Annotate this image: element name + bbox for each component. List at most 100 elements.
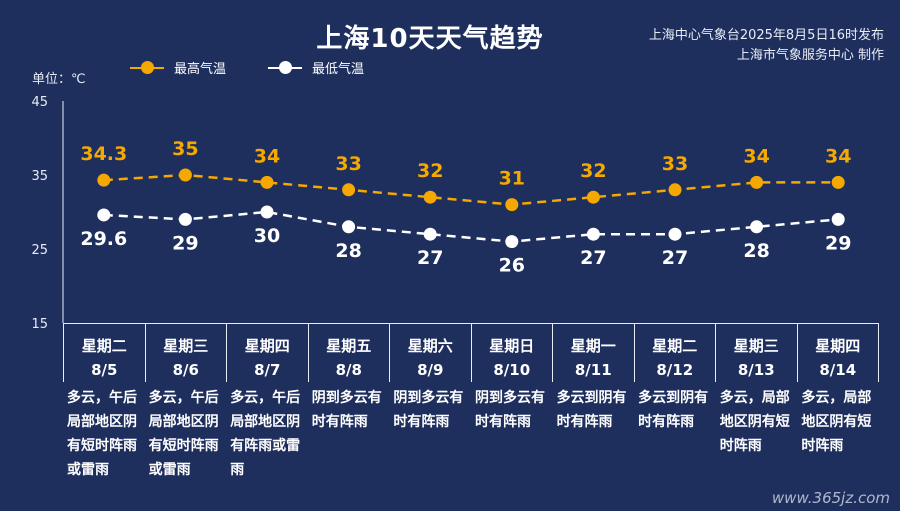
weekday-label: 星期四 xyxy=(244,337,290,355)
day-cell: 星期日 8/10 xyxy=(470,324,553,382)
data-point-high xyxy=(586,190,600,204)
data-point-low xyxy=(505,235,519,249)
legend-item-high: 最高气温 xyxy=(130,58,226,77)
day-cell: 星期四 8/7 xyxy=(226,324,308,382)
data-label-high: 32 xyxy=(580,160,606,182)
condition-text: 多云到阴有时有阵雨 xyxy=(638,390,709,430)
condition-text: 多云，午后局部地区阴有短时阵雨或雷雨 xyxy=(148,390,219,478)
condition-text: 多云，局部地区阴有短时阵雨 xyxy=(719,390,790,454)
y-tick-label: 45 xyxy=(31,95,48,110)
condition-text: 多云到阴有时有阵雨 xyxy=(556,390,627,430)
date-label: 8/11 xyxy=(574,361,612,379)
data-label-high: 32 xyxy=(417,160,443,182)
date-label: 8/12 xyxy=(656,361,694,379)
date-label: 8/10 xyxy=(493,361,531,379)
day-cell: 星期三 8/6 xyxy=(144,324,227,382)
data-point-low xyxy=(750,220,764,234)
data-point-low xyxy=(586,227,600,241)
data-label-high: 33 xyxy=(335,153,361,175)
y-tick-label: 25 xyxy=(31,243,48,258)
date-label: 8/14 xyxy=(819,361,857,379)
data-point-high xyxy=(260,175,274,189)
day-cell: 星期二 8/5 xyxy=(63,324,145,382)
data-label-low: 29 xyxy=(172,232,198,254)
unit-label: 单位：℃ xyxy=(32,72,86,87)
publisher-info: 上海中心气象台2025年8月5日16时发布 上海市气象服务中心 制作 xyxy=(649,26,884,66)
condition-row: 多云，午后局部地区阴有短时阵雨或雷雨 多云，午后局部地区阴有短时阵雨或雷雨 多云，午… xyxy=(63,386,879,482)
legend-item-low: 最低气温 xyxy=(268,58,364,77)
condition-text: 多云，局部地区阴有短时阵雨 xyxy=(801,390,872,454)
data-point-low xyxy=(260,205,274,219)
data-point-high xyxy=(178,168,192,182)
weekday-label: 星期二 xyxy=(652,337,698,355)
weekday-label: 星期六 xyxy=(407,337,453,355)
data-point-high xyxy=(668,183,682,197)
date-label: 8/7 xyxy=(254,361,281,379)
date-label: 8/6 xyxy=(172,361,199,379)
data-label-high: 35 xyxy=(172,138,198,160)
legend-marker-high xyxy=(130,60,164,74)
day-cell: 星期五 8/8 xyxy=(307,324,390,382)
day-cell: 星期四 8/14 xyxy=(796,324,879,382)
data-point-high xyxy=(750,175,764,189)
weekday-label: 星期日 xyxy=(489,337,535,355)
data-label-low: 29.6 xyxy=(80,228,127,250)
data-point-low xyxy=(831,212,845,226)
condition-text: 多云，午后局部地区阴有短时阵雨或雷雨 xyxy=(67,390,137,478)
weekday-label: 星期五 xyxy=(326,337,372,355)
data-point-low xyxy=(97,208,111,222)
weekday-label: 星期三 xyxy=(163,337,209,355)
data-label-low: 27 xyxy=(417,247,443,269)
data-label-high: 34.3 xyxy=(80,143,127,165)
day-cell: 星期三 8/13 xyxy=(715,324,797,382)
weekday-label: 星期四 xyxy=(815,337,861,355)
series-line-low xyxy=(103,210,839,243)
data-label-low: 27 xyxy=(580,247,606,269)
date-label: 8/5 xyxy=(91,361,118,379)
y-tick-label: 35 xyxy=(31,169,48,184)
legend-marker-low xyxy=(268,60,303,74)
data-label-low: 26 xyxy=(499,255,525,277)
data-point-low xyxy=(423,227,437,241)
data-label-low: 28 xyxy=(743,240,769,262)
day-cell: 星期六 8/9 xyxy=(389,324,471,382)
legend-label-high: 最高气温 xyxy=(174,62,227,77)
day-cell: 星期二 8/12 xyxy=(633,324,716,382)
data-point-high xyxy=(505,198,519,212)
data-point-high xyxy=(423,190,437,204)
data-point-high xyxy=(342,183,356,197)
condition-text: 阴到多云有时有阵雨 xyxy=(474,390,545,430)
temperature-chart: 15 25 35 45 34.3 35 34 33 32 31 32 33 34 34 29.6 29 30 28… xyxy=(31,95,851,330)
day-header-row: 星期二 8/5 星期三 8/6 星期四 8/7 星期五 8/8 星期六 8/9 星期日 8/10 星期一… xyxy=(63,323,879,382)
publisher-line-2: 上海市气象服务中心 制作 xyxy=(736,48,884,63)
data-label-low: 30 xyxy=(254,225,280,247)
publisher-line-1: 上海中心气象台2025年8月5日16时发布 xyxy=(648,28,884,43)
condition-text: 多云，午后局部地区阴有阵雨或雷雨 xyxy=(230,390,301,478)
chart-title: 上海10天天气趋势 xyxy=(316,24,544,54)
date-label: 8/13 xyxy=(737,361,775,379)
data-label-low: 29 xyxy=(825,232,851,254)
weekday-label: 星期三 xyxy=(733,337,779,355)
date-label: 8/9 xyxy=(417,361,444,379)
data-point-low xyxy=(668,227,682,241)
day-cell: 星期一 8/11 xyxy=(552,324,634,382)
series-line-high xyxy=(103,173,839,206)
date-label: 8/8 xyxy=(335,361,362,379)
data-label-high: 34 xyxy=(254,145,280,167)
condition-text: 阴到多云有时有阵雨 xyxy=(311,390,382,430)
data-point-low xyxy=(342,220,356,234)
data-label-low: 28 xyxy=(335,240,361,262)
condition-text: 阴到多云有时有阵雨 xyxy=(393,390,464,430)
data-label-low: 27 xyxy=(662,247,688,269)
y-tick-label: 15 xyxy=(31,317,48,330)
data-point-high xyxy=(97,173,111,187)
weekday-label: 星期一 xyxy=(570,337,616,355)
data-point-low xyxy=(178,212,192,226)
watermark: www.365jz.com xyxy=(771,489,890,507)
data-point-high xyxy=(831,175,845,189)
data-label-high: 31 xyxy=(499,168,525,190)
data-label-high: 34 xyxy=(743,145,769,167)
weekday-label: 星期二 xyxy=(81,337,127,355)
data-label-high: 33 xyxy=(662,153,688,175)
legend: 最高气温 最低气温 xyxy=(130,58,364,77)
